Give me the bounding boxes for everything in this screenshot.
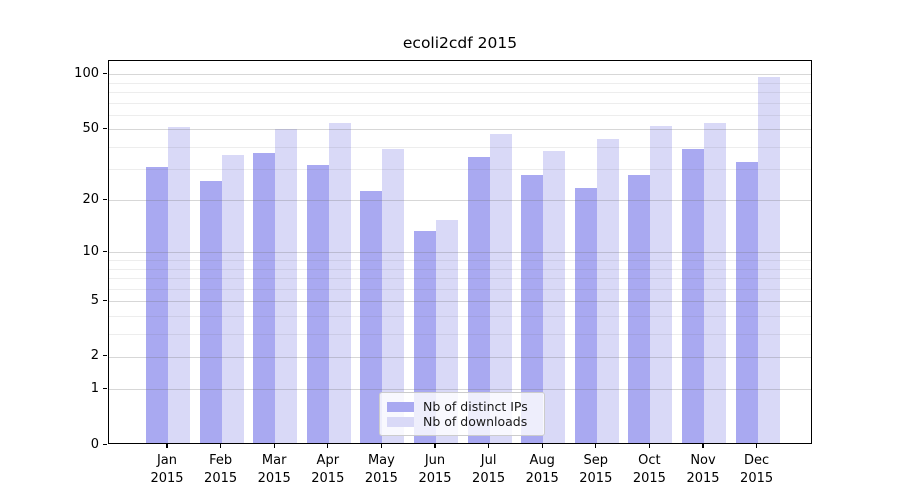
x-tick-dec (756, 444, 758, 448)
legend-label-distinct-ips: Nb of distinct IPs (423, 399, 528, 414)
y-tick-0 (103, 443, 107, 445)
bar-downloads-sep (596, 139, 619, 443)
gridline-major-100 (109, 74, 811, 76)
bar-downloads-aug (543, 150, 566, 443)
y-tick-label-10: 10 (82, 243, 99, 259)
plot-area: Nb of distinct IPs Nb of downloads (108, 60, 812, 444)
y-tick-50 (103, 127, 107, 129)
x-tick-label-jul: Jul 2015 (472, 453, 506, 486)
x-tick-label-may: May 2015 (364, 453, 398, 486)
x-tick-feb (220, 444, 222, 448)
gridline-minor-80 (109, 91, 811, 93)
bar-distinct-ips-oct (628, 175, 651, 443)
bar-distinct-ips-may (360, 191, 383, 443)
bar-distinct-ips-jul (467, 157, 490, 443)
x-tick-oct (648, 444, 651, 448)
x-tick-mar (273, 444, 275, 448)
bar-downloads-nov (704, 122, 726, 443)
bar-downloads-feb (221, 155, 244, 443)
bar-distinct-ips-apr (306, 164, 329, 443)
y-tick-label-50: 50 (82, 120, 99, 136)
legend-label-downloads: Nb of downloads (423, 414, 528, 429)
y-tick-label-0: 0 (90, 436, 99, 452)
y-tick-100 (103, 72, 107, 74)
bar-distinct-ips-nov (682, 148, 704, 443)
x-tick-aug (541, 444, 543, 448)
bar-distinct-ips-aug (521, 175, 544, 443)
y-tick-label-2: 2 (90, 348, 99, 364)
y-tick-5 (103, 299, 107, 301)
x-tick-label-feb: Feb 2015 (204, 453, 238, 486)
x-tick-sep (595, 444, 597, 448)
y-tick-label-5: 5 (90, 292, 99, 308)
y-tick-10 (103, 250, 107, 253)
x-tick-apr (327, 444, 329, 448)
bar-downloads-dec (757, 77, 780, 443)
x-tick-label-dec: Dec 2015 (740, 453, 774, 486)
bar-distinct-ips-feb (199, 181, 222, 443)
bar-downloads-oct (650, 125, 673, 443)
bar-downloads-mar (275, 128, 298, 443)
bar-distinct-ips-jan (146, 167, 168, 443)
legend-swatch-distinct-ips (387, 401, 414, 412)
bar-downloads-jan (168, 127, 190, 443)
gridline-minor-60 (109, 114, 811, 116)
y-tick-20 (103, 198, 107, 201)
chart-title: ecoli2cdf 2015 (402, 34, 518, 52)
x-tick-may (380, 444, 383, 448)
y-tick-label-20: 20 (82, 191, 99, 207)
gridline-minor-90 (109, 82, 811, 84)
bar-downloads-apr (328, 122, 351, 443)
x-tick-jun (434, 444, 436, 448)
legend: Nb of distinct IPs Nb of downloads (379, 392, 545, 436)
x-tick-label-nov: Nov 2015 (686, 453, 720, 486)
bar-downloads-jun (436, 220, 458, 443)
y-tick-label-100: 100 (74, 65, 99, 81)
x-tick-label-aug: Aug 2015 (525, 453, 559, 486)
x-tick-label-sep: Sep 2015 (579, 453, 613, 486)
x-tick-label-jun: Jun 2015 (418, 453, 452, 486)
bar-distinct-ips-sep (574, 187, 597, 443)
y-tick-2 (103, 355, 107, 357)
legend-item-distinct-ips: Nb of distinct IPs (387, 399, 536, 414)
bar-distinct-ips-mar (253, 152, 276, 443)
x-tick-jan (166, 444, 168, 448)
x-tick-label-mar: Mar 2015 (257, 453, 291, 486)
bar-downloads-may (382, 148, 405, 443)
x-tick-nov (702, 444, 704, 448)
bar-downloads-jul (489, 133, 512, 443)
x-tick-jul (488, 444, 490, 448)
gridline-minor-70 (109, 102, 811, 104)
bar-distinct-ips-jun (414, 231, 436, 443)
x-tick-label-oct: Oct 2015 (632, 453, 666, 486)
y-tick-1 (103, 387, 107, 390)
x-tick-label-jan: Jan 2015 (150, 453, 184, 486)
bar-distinct-ips-dec (735, 162, 758, 443)
legend-item-downloads: Nb of downloads (387, 414, 536, 429)
legend-swatch-downloads (387, 416, 414, 427)
y-tick-label-1: 1 (90, 380, 99, 396)
x-tick-label-apr: Apr 2015 (311, 453, 345, 486)
